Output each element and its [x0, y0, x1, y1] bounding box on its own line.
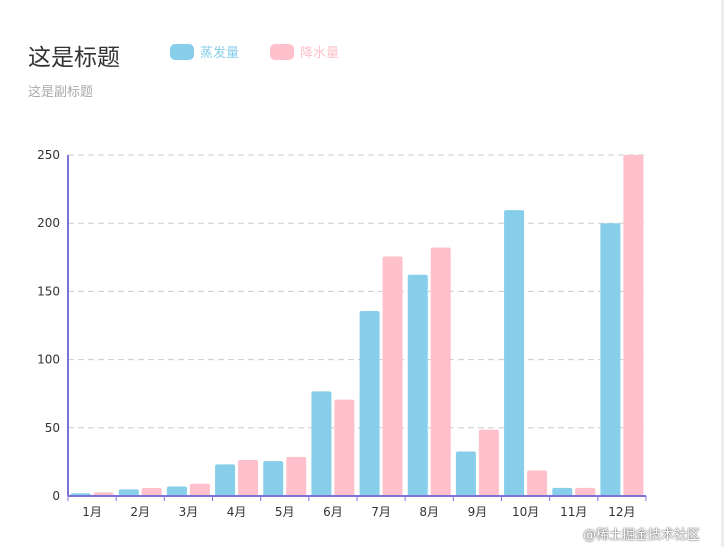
chart-title: 这是标题: [28, 45, 120, 71]
bar-evaporation-2: [118, 489, 139, 496]
bar-precipitation-5: [286, 456, 307, 496]
bar-evaporation-12: [600, 223, 621, 496]
bar-evaporation-5: [263, 461, 284, 496]
legend-swatch-precipitation: [270, 43, 294, 60]
bar-evaporation-8: [407, 274, 428, 496]
x-tick-label-7: 7月: [371, 505, 391, 519]
bar-precipitation-11: [575, 487, 596, 496]
x-tick-label-8: 8月: [419, 505, 439, 519]
bar-evaporation-11: [552, 487, 573, 496]
bar-precipitation-10: [527, 470, 548, 496]
bar-evaporation-9: [455, 451, 476, 496]
bar-evaporation-3: [166, 486, 187, 496]
x-tick-label-3: 3月: [179, 505, 199, 519]
legend-label-evaporation: 蒸发量: [200, 46, 240, 61]
bar-evaporation-10: [504, 210, 525, 497]
bar-precipitation-2: [141, 487, 162, 496]
x-tick-label-11: 11月: [560, 505, 587, 519]
x-tick-label-1: 1月: [82, 505, 102, 519]
chart-subtitle: 这是副标题: [28, 85, 94, 100]
x-tick-label-6: 6月: [323, 505, 343, 519]
legend-swatch-evaporation: [170, 43, 194, 60]
y-tick-label-150: 150: [37, 284, 60, 298]
y-tick-label-0: 0: [52, 489, 60, 503]
bar-precipitation-4: [238, 459, 259, 496]
bar-evaporation-6: [311, 391, 332, 496]
bar-precipitation-6: [334, 399, 355, 496]
bar-evaporation-4: [215, 464, 236, 496]
y-tick-label-100: 100: [37, 353, 60, 367]
bar-precipitation-9: [478, 429, 499, 496]
y-tick-label-200: 200: [37, 216, 60, 230]
x-tick-label-9: 9月: [468, 505, 488, 519]
right-edge-divider: [721, 0, 724, 547]
x-tick-label-12: 12月: [608, 505, 635, 519]
legend-label-precipitation: 降水量: [300, 46, 340, 61]
x-tick-label-5: 5月: [275, 505, 295, 519]
y-tick-label-250: 250: [37, 148, 60, 162]
bar-evaporation-7: [359, 311, 380, 496]
y-tick-label-50: 50: [45, 421, 60, 435]
x-tick-label-4: 4月: [227, 505, 247, 519]
bar-precipitation-3: [189, 483, 210, 496]
bar-precipitation-12: [623, 155, 644, 496]
legend-item-evaporation[interactable]: 蒸发量: [170, 42, 239, 61]
legend-item-precipitation[interactable]: 降水量: [270, 42, 339, 61]
watermark: @稀土掘金技术社区: [583, 528, 701, 543]
bar-precipitation-8: [430, 247, 451, 496]
x-tick-label-2: 2月: [130, 505, 150, 519]
bar-precipitation-7: [382, 256, 403, 496]
x-tick-label-10: 10月: [512, 505, 539, 519]
